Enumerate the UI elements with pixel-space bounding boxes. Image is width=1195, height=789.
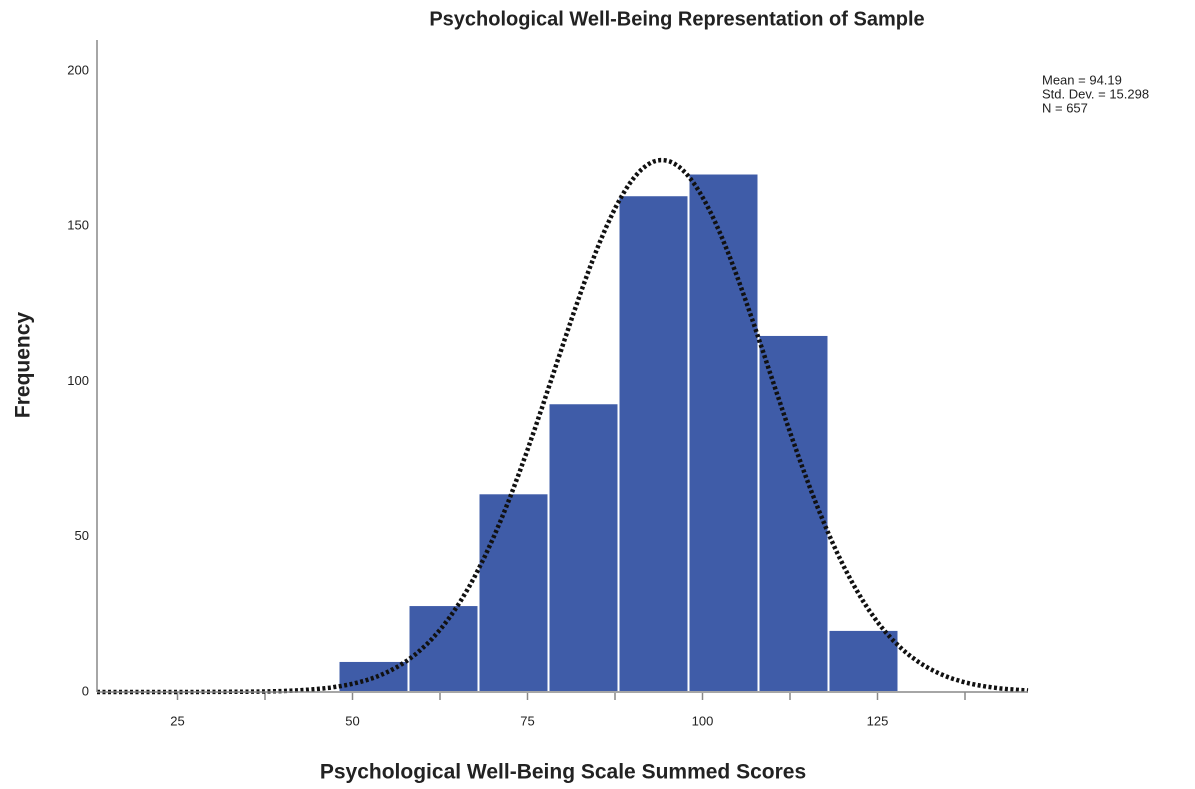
x-tick-label: 125 — [867, 713, 889, 728]
annotation: Std. Dev. = 15.298 — [1042, 86, 1149, 101]
y-axis-label: Frequency — [12, 312, 35, 419]
bar — [617, 194, 690, 693]
x-tick-label: 50 — [345, 713, 359, 728]
chart-title: Psychological Well-Being Representation … — [429, 8, 924, 30]
x-tick-label: 25 — [170, 713, 184, 728]
bar — [687, 172, 760, 693]
y-tick-label: 50 — [75, 528, 89, 543]
bar — [407, 604, 480, 693]
y-tick-label: 0 — [82, 683, 89, 698]
x-axis-label: Psychological Well-Being Scale Summed Sc… — [320, 761, 806, 784]
bar — [547, 402, 620, 693]
y-tick-label: 150 — [67, 218, 89, 233]
x-tick-label: 75 — [520, 713, 534, 728]
y-tick-label: 100 — [67, 373, 89, 388]
y-tick-label: 200 — [67, 62, 89, 77]
x-tick-label: 100 — [692, 713, 714, 728]
annotation: N = 657 — [1042, 100, 1088, 115]
bar — [477, 492, 550, 693]
bar — [827, 628, 900, 694]
annotation: Mean = 94.19 — [1042, 72, 1122, 87]
